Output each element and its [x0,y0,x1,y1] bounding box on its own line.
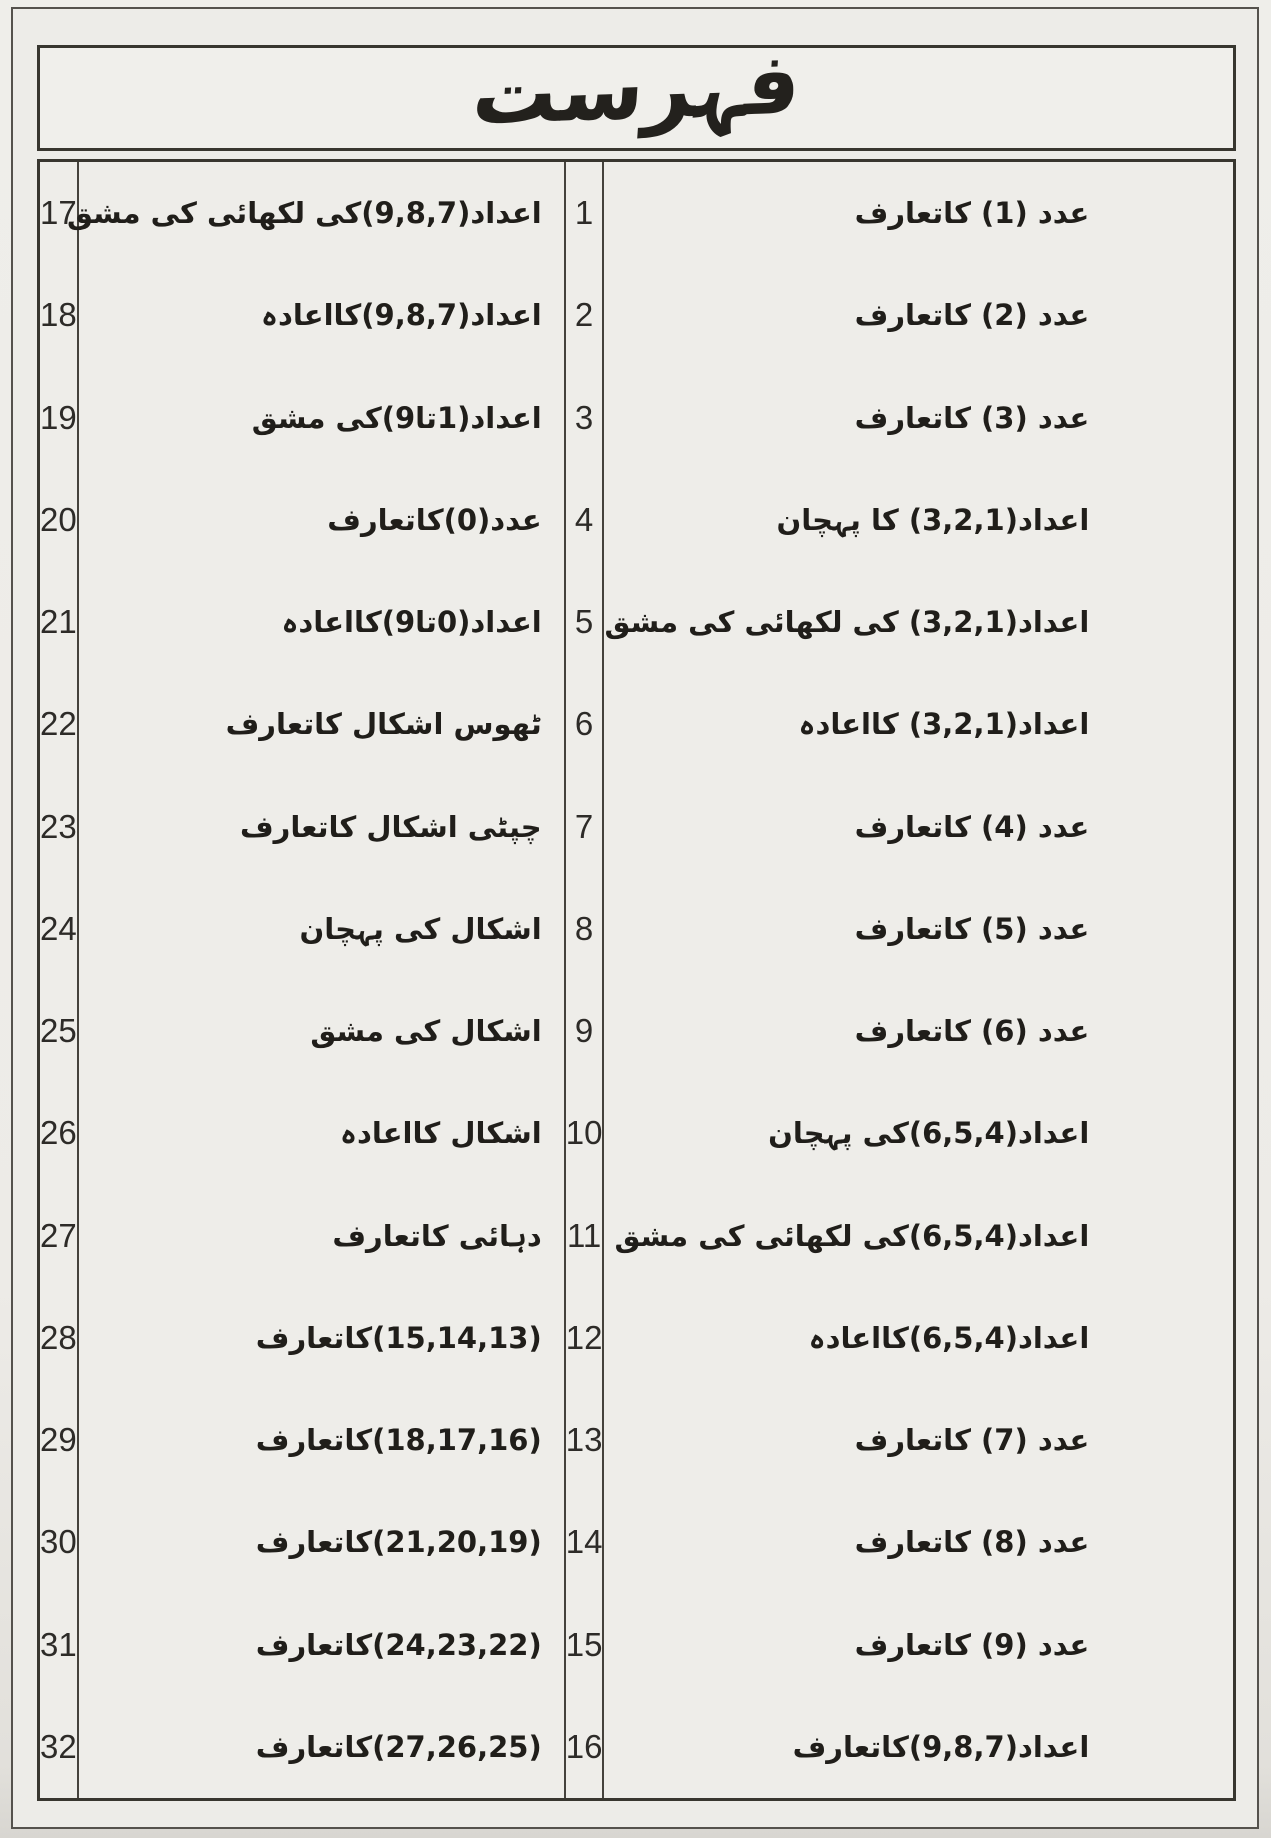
toc-entry-title: عدد (4) کاتعارف [854,809,1090,844]
right-page-number-column: 1 2 3 4 5 6 7 8 9 10 11 12 13 14 15 16 [566,162,605,1798]
toc-entry-number: 1 [574,194,594,232]
toc-entry-title: اعداد(6,5,4)کی لکھائی کی مشق [614,1218,1090,1253]
toc-entry-title: عدد (6) کاتعارف [854,1014,1090,1049]
toc-entry-number: 9 [574,1012,594,1050]
toc-entry-number: 5 [574,603,594,641]
toc-entry-number: 11 [566,1216,602,1254]
toc-entry-title: اعداد(9,8,7)کااعادہ [261,298,542,333]
toc-entry-number: 3 [574,398,594,436]
toc-entry-number: 13 [565,1421,603,1459]
toc-entry-number: 8 [574,909,594,947]
toc-entry-title: عدد (9) کاتعارف [854,1627,1090,1662]
toc-entry-number: 6 [574,705,594,743]
toc-entry-number: 24 [40,909,77,947]
toc-entry-title: چپٹی اشکال کاتعارف [239,809,542,844]
toc-entry-title: (18,17,16)کاتعارف [255,1423,542,1458]
toc-entry-title: عدد(0)کاتعارف [327,502,542,537]
toc-entry-number: 30 [40,1523,77,1561]
toc-entry-number: 16 [565,1727,603,1765]
toc-entry-number: 28 [40,1318,77,1356]
toc-entry-title: عدد (5) کاتعارف [854,911,1090,946]
toc-entry-title: اعداد(3,2,1) کااعادہ [798,707,1090,742]
toc-entry-number: 22 [40,705,77,743]
toc-entry-title: اعداد(0تا9)کااعادہ [281,605,542,640]
toc-entry-number: 19 [40,398,77,436]
toc-entry-title: دہائی کاتعارف [332,1218,542,1253]
toc-entry-number: 10 [565,1114,603,1152]
toc-entry-title: اشکال کی مشق [310,1014,542,1049]
toc-entry-number: 21 [40,603,77,641]
toc-entry-number: 32 [40,1727,77,1765]
toc-entry-title: (24,23,22)کاتعارف [255,1627,542,1662]
toc-entry-title: اعداد(9,8,7)کاتعارف [792,1729,1090,1764]
toc-entry-title: اعداد(9,8,7)کی لکھائی کی مشق [66,196,542,231]
toc-entry-number: 23 [40,807,77,845]
toc-entry-title: اشکال کی پہچان [299,911,542,946]
toc-entry-title: اعداد(3,2,1) کا پہچان [776,502,1090,537]
toc-entry-title: اشکال کااعادہ [339,1116,542,1151]
toc-entry-number: 29 [40,1421,77,1459]
toc-entry-title: ٹھوس اشکال کاتعارف [225,707,542,742]
toc-entry-title: عدد (2) کاتعارف [854,298,1090,333]
toc-entry-number: 25 [40,1012,77,1050]
title-box: فہرست [37,34,1236,151]
toc-entry-number: 2 [574,296,594,334]
toc-entry-number: 4 [574,500,594,538]
toc-entry-title: عدد (7) کاتعارف [854,1423,1090,1458]
toc-entry-title: اعداد(3,2,1) کی لکھائی کی مشق [604,605,1090,640]
toc-entry-title: اعداد(6,5,4)کی پہچان [768,1116,1090,1151]
right-title-column: عدد (1) کاتعارف عدد (2) کاتعارف عدد (3) کا… [604,162,1257,1798]
toc-table: 17 18 19 20 21 22 23 24 25 26 27 28 29 30 31 32 اعداد(9… [37,159,1236,1801]
toc-entry-number: 20 [40,500,77,538]
toc-entry-number: 7 [574,807,594,845]
toc-entry-title: عدد (1) کاتعارف [854,196,1090,231]
toc-entry-title: اعداد(6,5,4)کااعادہ [808,1320,1090,1355]
toc-entry-title: (15,14,13)کاتعارف [255,1320,542,1355]
page-title: فہرست [469,34,805,144]
toc-entry-number: 12 [565,1318,603,1356]
toc-entry-title: (27,26,25)کاتعارف [255,1729,542,1764]
toc-entry-number: 26 [40,1114,77,1152]
toc-entry-number: 27 [40,1216,77,1254]
toc-entry-title: عدد (8) کاتعارف [854,1525,1090,1560]
toc-entry-number: 18 [40,296,77,334]
toc-entry-title: اعداد(1تا9)کی مشق [251,400,542,435]
toc-entry-number: 31 [40,1625,77,1663]
toc-entry-title: عدد (3) کاتعارف [854,400,1090,435]
toc-entry-number: 15 [565,1625,603,1663]
toc-entry-title: (21,20,19)کاتعارف [255,1525,542,1560]
toc-entry-number: 14 [565,1523,603,1561]
left-page-number-column: 17 18 19 20 21 22 23 24 25 26 27 28 29 30 31 32 [40,162,79,1798]
toc-entry-number: 17 [40,194,77,232]
left-title-column: اعداد(9,8,7)کی لکھائی کی مشق اعداد(9,8,7)… [66,162,566,1798]
